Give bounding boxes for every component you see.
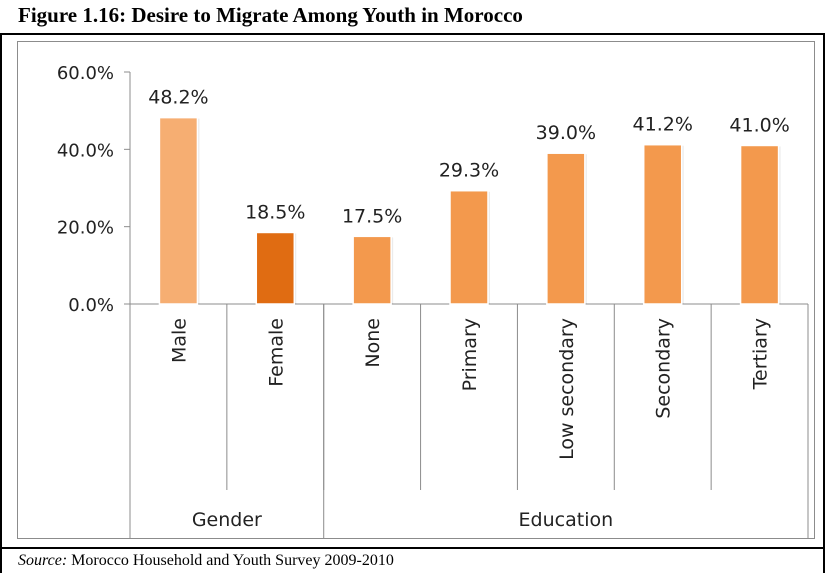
chart-frame xyxy=(17,41,815,539)
bar-male xyxy=(158,116,199,305)
category-label: None xyxy=(362,318,384,368)
group-label: Education xyxy=(519,509,614,531)
figure-bottom-rule xyxy=(0,547,825,549)
bar-female xyxy=(255,231,296,305)
bar-low-secondary xyxy=(546,152,586,305)
data-label: 48.2% xyxy=(148,87,208,109)
figure-title: Figure 1.16: Desire to Migrate Among You… xyxy=(18,3,523,27)
y-tick-label: 20.0% xyxy=(57,218,114,239)
figure-right-rule xyxy=(823,33,825,573)
category-label: Low secondary xyxy=(556,318,578,460)
category-label: Primary xyxy=(459,318,481,391)
figure-top-rule xyxy=(0,33,825,35)
data-label: 17.5% xyxy=(342,205,402,227)
bar-secondary xyxy=(642,143,683,305)
data-label: 18.5% xyxy=(245,201,305,223)
category-label: Tertiary xyxy=(750,318,772,390)
figure-left-rule xyxy=(0,33,2,573)
group-label: Gender xyxy=(192,509,262,531)
y-tick-label: 0.0% xyxy=(68,295,114,316)
data-label: 29.3% xyxy=(439,160,499,182)
data-label: 41.2% xyxy=(633,114,693,136)
y-tick-label: 40.0% xyxy=(57,140,114,161)
bar-tertiary xyxy=(739,144,780,305)
data-label: 41.0% xyxy=(729,114,789,136)
y-tick-label: 60.0% xyxy=(57,63,114,84)
data-label: 39.0% xyxy=(536,122,596,144)
source-label: Source: xyxy=(18,552,68,569)
source-note: Source: Morocco Household and Youth Surv… xyxy=(18,551,394,571)
bar-none xyxy=(352,235,392,305)
category-label: Secondary xyxy=(653,318,675,419)
bar-primary xyxy=(449,189,489,305)
category-label: Female xyxy=(265,318,287,387)
source-text: Morocco Household and Youth Survey 2009-… xyxy=(67,552,394,569)
category-label: Male xyxy=(168,318,190,363)
